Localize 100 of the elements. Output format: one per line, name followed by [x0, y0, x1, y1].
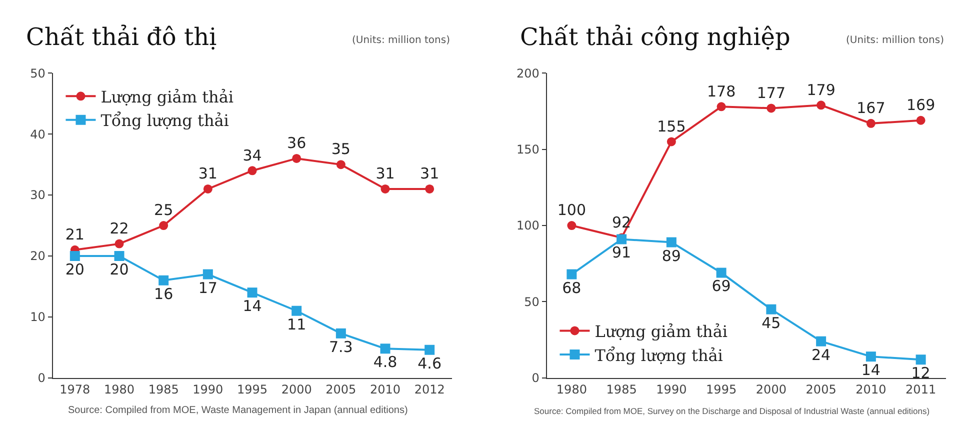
x-tick-label: 1990 [192, 382, 224, 396]
y-tick-label: 10 [30, 310, 46, 324]
point [425, 184, 434, 194]
data-label: 167 [856, 99, 886, 118]
x-tick-label: 2000 [281, 382, 312, 396]
point [866, 352, 876, 362]
data-label: 100 [557, 201, 586, 220]
data-label: 12 [911, 364, 930, 382]
point [424, 344, 435, 355]
point [292, 306, 302, 316]
data-label: 89 [662, 246, 681, 265]
point [916, 116, 926, 125]
point [866, 118, 876, 128]
point [292, 154, 302, 163]
legend-label: Tổng lượng thải [100, 111, 229, 130]
data-label: 22 [110, 219, 129, 238]
data-label: 14 [861, 361, 880, 380]
point [666, 137, 676, 146]
y-tick-label: 30 [30, 188, 46, 202]
data-label: 21 [65, 226, 84, 244]
data-label: 25 [154, 201, 174, 220]
text: (Units: million tons) [352, 35, 450, 46]
point [159, 221, 168, 230]
data-label: 169 [906, 96, 936, 114]
x-tick-label: 1995 [706, 382, 737, 396]
y-tick-label: 0 [532, 371, 540, 386]
chart-title: Chất thải công nghiệp [520, 23, 790, 51]
y-tick-label: 20 [30, 249, 46, 264]
point [567, 221, 576, 230]
legend-label: Lượng giảm thải [100, 87, 234, 106]
y-tick-label: 200 [516, 66, 540, 80]
y-tick-label: 150 [516, 142, 540, 157]
data-label: 7.3 [328, 338, 353, 356]
point [114, 239, 124, 248]
point [380, 344, 390, 354]
point [202, 269, 213, 280]
point [158, 275, 169, 286]
x-tick-label: 1980 [556, 382, 587, 396]
data-label: 14 [242, 297, 262, 316]
point [336, 328, 346, 338]
data-label: 179 [806, 80, 836, 99]
point [203, 184, 212, 194]
data-label: 31 [198, 164, 218, 183]
y-tick-label: 0 [38, 371, 46, 386]
data-label: 4.8 [373, 353, 398, 372]
data-label: 68 [562, 278, 582, 297]
x-tick-label: 1985 [148, 382, 179, 396]
data-label: 31 [376, 164, 395, 183]
data-label: 34 [242, 146, 262, 164]
x-tick-label: 2005 [806, 382, 836, 396]
source-note: Source: Compiled from MOE, Waste Management in Japan (annual editions) [68, 405, 408, 416]
x-tick-label: 1985 [606, 382, 637, 396]
chart-title: Chất thải đô thị [26, 23, 218, 51]
data-label: 155 [657, 117, 686, 136]
data-label: 17 [198, 278, 218, 297]
data-label: 16 [154, 284, 174, 303]
data-label: 31 [420, 164, 440, 183]
point [816, 100, 826, 110]
x-tick-label: 1978 [60, 382, 90, 396]
x-tick-label: 1990 [656, 382, 687, 396]
data-label: 92 [612, 213, 632, 232]
data-label: 35 [331, 140, 350, 158]
point [766, 304, 776, 314]
data-label: 36 [287, 134, 306, 152]
x-tick-label: 2010 [856, 382, 886, 396]
point [380, 184, 390, 194]
x-tick-label: 2010 [370, 382, 401, 396]
data-label: 178 [706, 82, 736, 100]
data-label: 177 [756, 84, 786, 102]
point [666, 237, 676, 248]
data-label: 24 [812, 346, 831, 364]
y-tick-label: 50 [524, 294, 540, 309]
point [114, 251, 124, 261]
data-label: 4.6 [418, 354, 442, 372]
legend-label: Lượng giảm thải [594, 322, 728, 341]
legend-label: Tổng lượng thải [594, 346, 723, 365]
point [248, 166, 257, 176]
x-tick-label: 2011 [906, 382, 936, 396]
data-label: 20 [110, 260, 129, 278]
point [566, 269, 577, 280]
point [70, 251, 80, 261]
x-tick-label: 2012 [414, 382, 445, 396]
data-label: 11 [287, 315, 306, 334]
data-label: 45 [762, 314, 781, 332]
point [247, 288, 258, 298]
data-label: 20 [65, 260, 84, 278]
point [716, 268, 726, 278]
data-label: 69 [712, 277, 731, 296]
source-note: Source: Compiled from MOE, Survey on the Discharge and Disposal of Industrial Waste (annual editions) [534, 406, 930, 416]
x-tick-label: 1995 [236, 382, 268, 396]
x-tick-label: 2000 [756, 382, 786, 396]
point [716, 102, 726, 112]
point [766, 104, 776, 113]
y-tick-label: 100 [516, 218, 540, 233]
point [816, 336, 826, 346]
y-tick-label: 40 [30, 127, 46, 142]
data-label: 91 [612, 244, 632, 262]
x-tick-label: 2005 [326, 382, 356, 396]
text: (Units: million tons) [846, 35, 944, 46]
x-tick-label: 1980 [104, 382, 135, 396]
